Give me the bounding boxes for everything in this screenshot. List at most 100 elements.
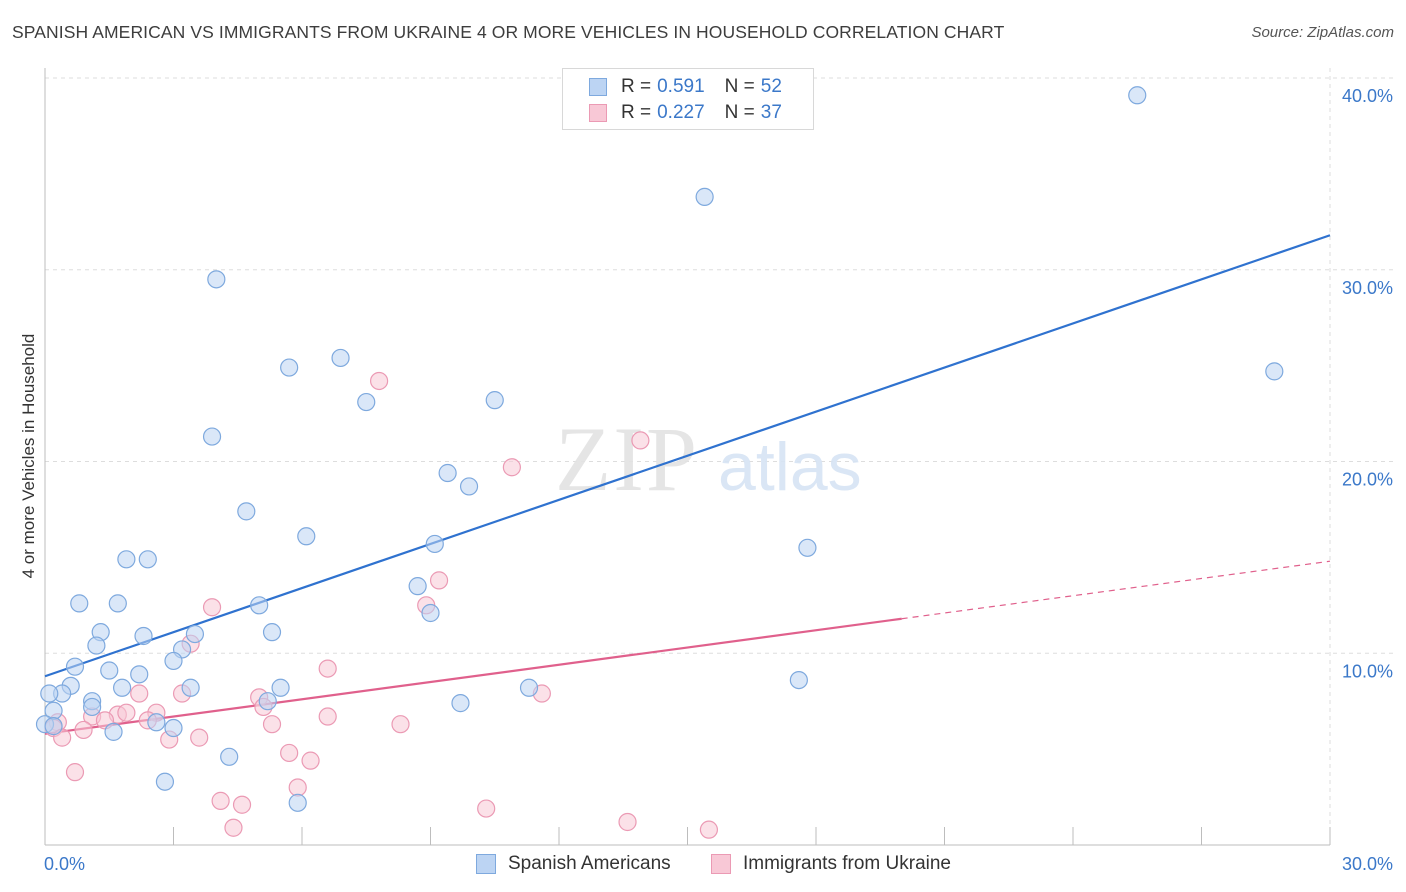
ukraine-point [211,791,230,810]
spanish-american-point [207,270,226,289]
legend-r-value: 0.227 [657,102,705,123]
spanish-american-point [237,502,256,521]
y-axis-label: 4 or more Vehicles in Household [19,333,38,579]
spanish-american-point [100,661,119,680]
y-tick-label: 20.0% [1342,470,1393,490]
ukraine-point [429,571,449,590]
ukraine-point [262,715,282,734]
bottom-legend-label: Spanish Americans [508,853,671,874]
spanish-american-point [130,665,149,684]
legend-r-label: R = [621,76,652,97]
legend-row-immigrants-from-ukraine: R = 0.227 N = 37 [589,101,782,125]
spanish-american-point [1128,86,1147,105]
ukraine-point [318,707,337,726]
spanish-american-point [164,651,183,671]
spanish-american-point [789,670,808,690]
spanish-american-point [288,793,307,812]
spanish-american-point [695,187,714,206]
ukraine-point [477,799,496,818]
watermark: ZIP atlas [555,408,862,510]
correlation-legend: R = 0.591 N = 52 R = 0.227 N = 37 [562,68,814,130]
y-tick-label: 10.0% [1342,661,1393,681]
spanish-american-point [185,624,205,644]
ukraine-point [130,684,149,703]
spanish-american-point [297,527,316,546]
spanish-american-point [421,603,440,623]
spanish-american-point [155,772,175,791]
bottom-legend-label: Immigrants from Ukraine [743,853,951,874]
legend-n-label: N = [724,102,755,123]
trend-line-immigrants-from-ukraine-extension [901,560,1331,620]
ukraine-point [224,818,243,837]
watermark-atlas: atlas [718,429,862,505]
spanish-american-point [147,713,166,732]
spanish-american-point [70,594,89,613]
chart-title: SPANISH AMERICAN VS IMMIGRANTS FROM UKRA… [12,22,1005,42]
spanish-american-point [798,538,817,557]
spanish-american-point [357,392,376,412]
trend-line-spanish-americans [44,234,1331,678]
spanish-american-point [438,463,457,483]
bottom-legend-swatch-blue [476,854,496,874]
spanish-american-point [262,623,282,642]
spanish-american-point [271,678,290,697]
spanish-american-point [65,657,85,676]
bottom-legend-spanish-americans: Spanish Americans [476,851,671,877]
y-tick-label: 30.0% [1342,278,1393,298]
spanish-american-point [250,596,269,615]
spanish-american-point [331,348,350,368]
ukraine-point [65,763,85,782]
ukraine-point [502,458,521,477]
ukraine-point [232,795,252,814]
spanish-american-point [181,678,200,697]
trend-line-immigrants-from-ukraine [44,617,902,735]
ukraine-point [391,715,410,734]
spanish-american-point [83,697,102,717]
legend-swatch-blue [589,78,607,96]
spanish-american-point [112,678,132,697]
spanish-american-point [87,636,106,655]
legend-n-label: N = [724,76,755,97]
ukraine-point [74,720,93,740]
ukraine-point [370,371,389,391]
ukraine-point [288,778,307,797]
spanish-american-point [459,477,479,496]
spanish-american-point [44,717,63,736]
legend-row-spanish-americans: R = 0.591 N = 52 [589,75,782,99]
spanish-american-point [425,534,444,554]
ukraine-point [117,703,136,722]
y-tick-label: 40.0% [1342,86,1393,106]
series-spanish-americans [35,86,1284,812]
spanish-american-point [1265,362,1284,381]
ukraine-point [301,751,320,770]
spanish-american-point [164,718,183,738]
spanish-american-point [134,626,153,646]
legend-n-value: 52 [760,76,782,97]
bottom-legend-swatch-pink [711,854,731,874]
ukraine-point [618,812,637,832]
spanish-american-point [258,692,277,711]
legend-swatch-pink [589,104,607,122]
spanish-american-point [408,577,427,596]
spanish-american-point [220,747,239,766]
legend-n-value: 37 [760,102,782,123]
spanish-american-point [451,694,470,713]
spanish-american-point [104,722,123,741]
spanish-american-point [519,678,539,697]
x-tick-label: 30.0% [1342,854,1393,874]
ukraine-point [280,743,299,763]
spanish-american-point [485,391,504,410]
source-label: Source: ZipAtlas.com [1251,24,1394,41]
ukraine-point [699,820,719,839]
spanish-american-point [108,594,127,613]
bottom-legend-immigrants-from-ukraine: Immigrants from Ukraine [711,851,951,877]
tick-labels: 10.0% 20.0% 30.0% 40.0% 0.0% 30.0% [44,86,1393,874]
spanish-american-point [280,358,299,377]
ukraine-point [202,598,222,617]
legend-r-label: R = [621,102,652,123]
ukraine-point [190,728,209,747]
spanish-american-point [138,550,157,569]
spanish-american-point [117,550,136,569]
spanish-american-point [202,427,222,446]
